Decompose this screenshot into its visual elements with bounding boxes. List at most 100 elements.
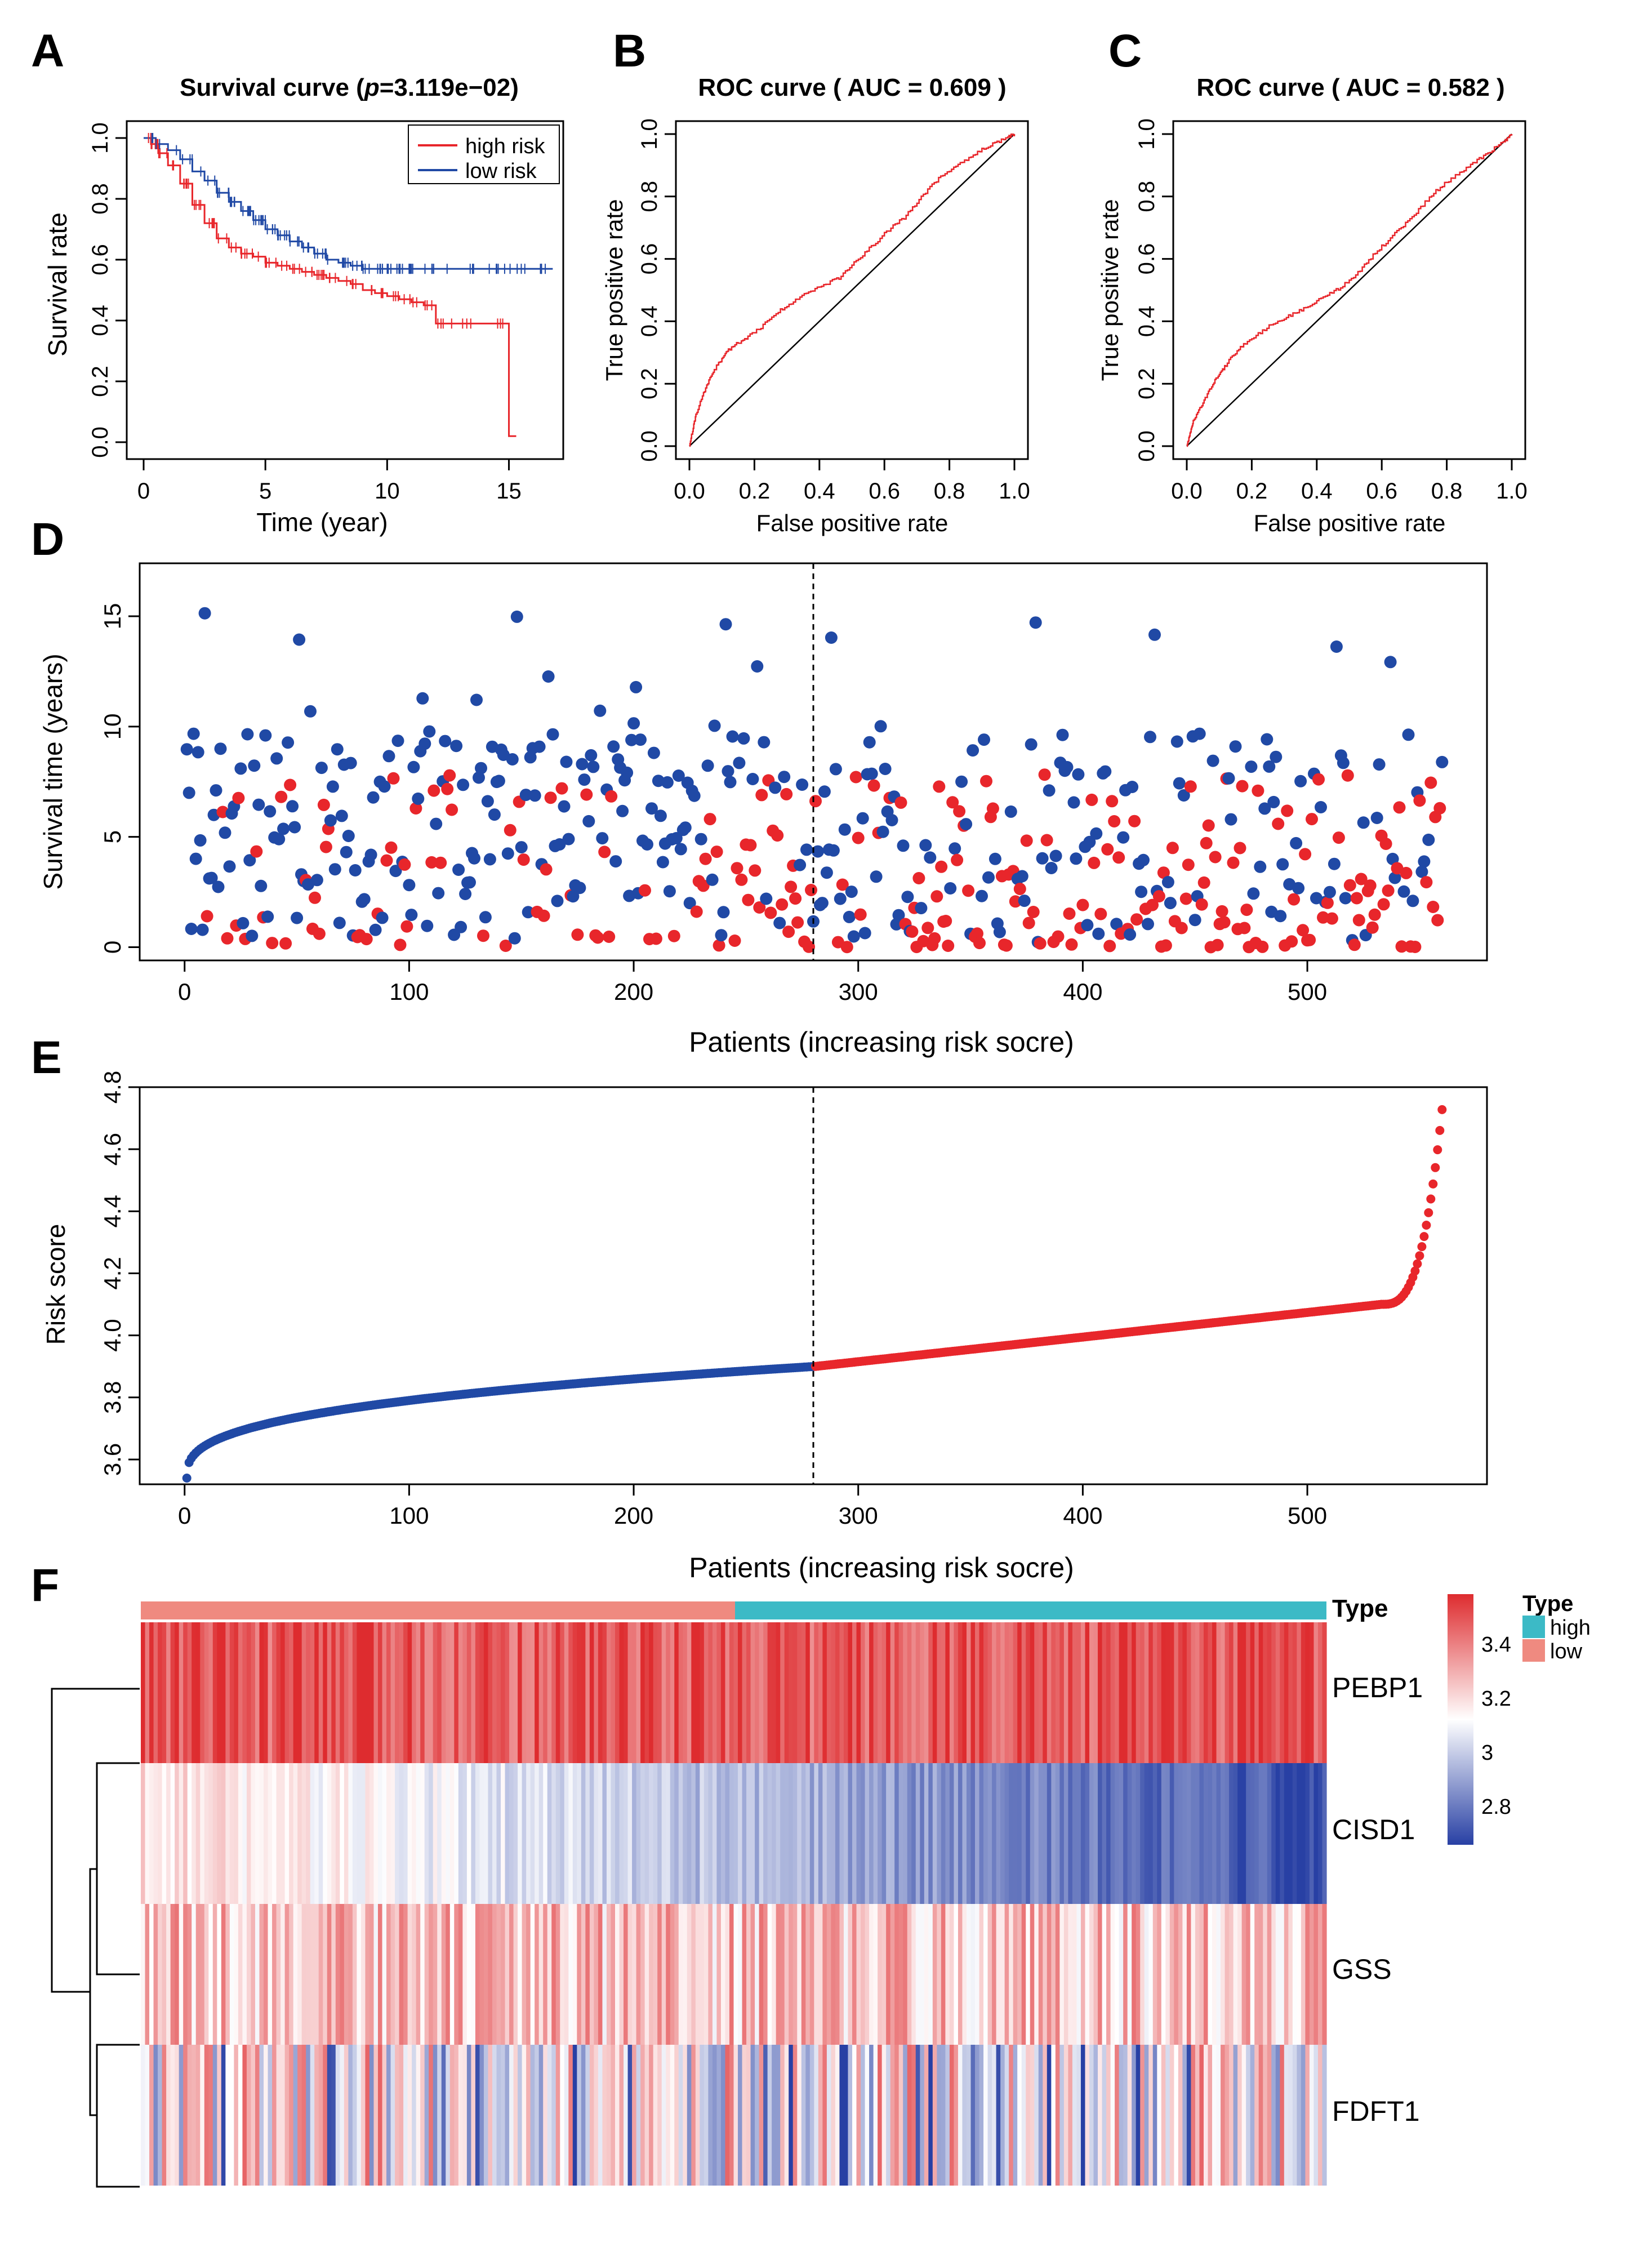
- patient-point-dead: [852, 831, 865, 844]
- heatmap-cell-pebp1: [390, 1622, 395, 1763]
- heatmap-cell-pebp1: [293, 1622, 298, 1763]
- heatmap-cell-pebp1: [1017, 1622, 1022, 1763]
- heatmap-cell-gss: [1157, 1904, 1162, 2045]
- heatmap-cell-cisd1: [920, 1763, 925, 1904]
- heatmap-cell-pebp1: [378, 1622, 383, 1763]
- patient-point-alive: [378, 780, 391, 793]
- heatmap-cell-gss: [496, 1904, 501, 2045]
- heatmap-cell-pebp1: [323, 1622, 328, 1763]
- patient-point-dead: [962, 884, 975, 897]
- patient-point-dead: [540, 863, 553, 876]
- heatmap-cell-fdft1: [293, 2045, 298, 2186]
- heatmap-cell-gss: [1136, 1904, 1141, 2045]
- heatmap-cell-fdft1: [674, 2045, 679, 2186]
- heatmap-cell-fdft1: [708, 2045, 713, 2186]
- heatmap-cell-pebp1: [204, 1622, 209, 1763]
- patient-point-alive: [310, 874, 323, 887]
- heatmap-cell-pebp1: [1169, 1622, 1174, 1763]
- patient-point-alive: [733, 757, 746, 769]
- heatmap-cell-fdft1: [475, 2045, 480, 2186]
- heatmap-cell-fdft1: [407, 2045, 412, 2186]
- patient-point-alive: [1415, 865, 1428, 878]
- heatmap-cell-gss: [581, 1904, 586, 2045]
- heatmap-cell-fdft1: [276, 2045, 281, 2186]
- heatmap-cell-gss: [289, 1904, 294, 2045]
- heatmap-cell-pebp1: [1309, 1622, 1315, 1763]
- heatmap-cell-fdft1: [310, 2045, 315, 2186]
- heatmap-cell-pebp1: [1237, 1622, 1243, 1763]
- patient-point-alive: [625, 733, 638, 746]
- patient-point-alive: [976, 889, 988, 902]
- heatmap-cell-gss: [822, 1904, 827, 2045]
- patient-point-dead: [785, 880, 798, 893]
- heatmap-cell-gss: [1254, 1904, 1259, 2045]
- patient-point-alive: [333, 916, 346, 929]
- heatmap-cell-gss: [175, 1904, 180, 2045]
- heatmap-cell-gss: [1203, 1904, 1209, 2045]
- heatmap-cell-fdft1: [416, 2045, 421, 2186]
- heatmap-cell-pebp1: [395, 1622, 400, 1763]
- b-xtick-label: 0.8: [934, 479, 965, 504]
- heatmap-cell-pebp1: [640, 1622, 645, 1763]
- heatmap-cell-gss: [661, 1904, 666, 2045]
- heatmap-cell-fdft1: [996, 2045, 1001, 2186]
- patient-point-dead: [1128, 815, 1141, 827]
- heatmap-cell-fdft1: [932, 2045, 937, 2186]
- heatmap-cell-fdft1: [606, 2045, 612, 2186]
- heatmap-cell-fdft1: [1305, 2045, 1310, 2186]
- heatmap-cell-cisd1: [175, 1763, 180, 1904]
- patient-point-dead: [1400, 866, 1413, 879]
- patient-point-dead: [1103, 940, 1116, 953]
- heatmap-cell-gss: [809, 1904, 814, 2045]
- heatmap-cell-fdft1: [492, 2045, 497, 2186]
- heatmap-cell-gss: [792, 1904, 798, 2045]
- heatmap-cell-gss: [903, 1904, 908, 2045]
- heatmap-cell-fdft1: [538, 2045, 544, 2186]
- patient-point-alive: [847, 930, 860, 943]
- patient-point-alive: [1018, 895, 1031, 907]
- patient-point-alive: [663, 885, 676, 898]
- heatmap-cell-gss: [141, 1904, 146, 2045]
- heatmap-cell-fdft1: [792, 2045, 798, 2186]
- heatmap-cell-cisd1: [1136, 1763, 1141, 1904]
- x-axis-a: 0 5 10 15: [137, 459, 522, 504]
- heatmap-cell-pebp1: [784, 1622, 789, 1763]
- heatmap-cell-cisd1: [217, 1763, 222, 1904]
- heatmap-cell-fdft1: [903, 2045, 908, 2186]
- heatmap-cell-fdft1: [755, 2045, 760, 2186]
- panel-b: B ROC curve ( AUC = 0.609 ) 0.00.20.40.6…: [601, 25, 1030, 536]
- patient-point-dead: [1303, 933, 1316, 946]
- heatmap-cell-fdft1: [1063, 2045, 1069, 2186]
- heatmap-cell-gss: [1284, 1904, 1289, 2045]
- heatmap-cell-pebp1: [1144, 1622, 1149, 1763]
- heatmap-cell-cisd1: [1152, 1763, 1157, 1904]
- heatmap-cell-pebp1: [335, 1622, 340, 1763]
- heatmap-cell-pebp1: [416, 1622, 421, 1763]
- heatmap-cell-pebp1: [1157, 1622, 1162, 1763]
- heatmap-cell-gss: [1309, 1904, 1315, 2045]
- heatmap-cell-gss: [873, 1904, 878, 2045]
- heatmap-cell-gss: [1288, 1904, 1293, 2045]
- patient-point-dead: [1355, 873, 1368, 886]
- patient-point-alive: [582, 815, 595, 827]
- dendrogram-branch-mid: [89, 1868, 97, 2116]
- heatmap-cell-gss: [416, 1904, 421, 2045]
- heatmap-cell-fdft1: [314, 2045, 319, 2186]
- heatmap-cell-pebp1: [691, 1622, 696, 1763]
- heatmap-cell-pebp1: [822, 1622, 827, 1763]
- heatmap-cell-fdft1: [1009, 2045, 1014, 2186]
- heatmap-cell-gss: [1305, 1904, 1310, 2045]
- patient-point-dead: [1252, 784, 1264, 797]
- patient-point-alive: [515, 841, 528, 854]
- heatmap-cell-fdft1: [526, 2045, 531, 2186]
- heatmap-cell-cisd1: [340, 1763, 345, 1904]
- heatmap-cell-fdft1: [750, 2045, 755, 2186]
- heatmap-cell-gss: [683, 1904, 688, 2045]
- patient-point-dead: [400, 920, 413, 933]
- heatmap-cell-gss: [204, 1904, 209, 2045]
- patient-point-dead: [1297, 924, 1310, 937]
- heatmap-cell-pebp1: [166, 1622, 171, 1763]
- patient-point-alive: [553, 838, 566, 851]
- heatmap-cell-pebp1: [695, 1622, 700, 1763]
- heatmap-cell-fdft1: [886, 2045, 891, 2186]
